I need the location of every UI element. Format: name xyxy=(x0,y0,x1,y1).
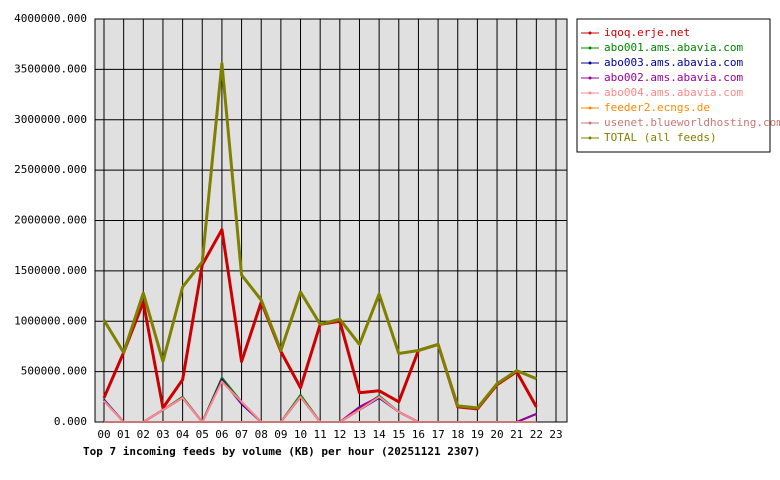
legend-dot xyxy=(588,136,592,140)
legend-box xyxy=(576,18,771,153)
x-tick-label: 00 xyxy=(97,428,110,441)
x-tick-label: 07 xyxy=(235,428,248,441)
legend-label: iqoq.erje.net xyxy=(604,26,690,39)
legend-dot xyxy=(588,46,592,50)
x-tick-label: 14 xyxy=(373,428,387,441)
y-tick-label: 0.000 xyxy=(54,415,87,428)
x-tick-label: 23 xyxy=(549,428,562,441)
x-tick-label: 05 xyxy=(196,428,209,441)
x-tick-label: 18 xyxy=(451,428,464,441)
x-tick-label: 09 xyxy=(274,428,287,441)
series-line xyxy=(102,61,537,410)
legend-label: abo003.ams.abavia.com xyxy=(604,56,743,69)
legend-dot xyxy=(588,31,592,35)
y-tick-label: 2500000.000 xyxy=(14,163,87,176)
x-tick-label: 21 xyxy=(510,428,523,441)
x-tick-label: 04 xyxy=(176,428,190,441)
y-tick-label: 1500000.000 xyxy=(14,264,87,277)
legend-label: abo004.ams.abavia.com xyxy=(604,86,743,99)
y-tick-label: 2000000.000 xyxy=(14,214,87,227)
x-tick-label: 22 xyxy=(530,428,543,441)
x-tick-label: 11 xyxy=(314,428,327,441)
x-tick-label: 15 xyxy=(392,428,405,441)
legend-label: abo002.ams.abavia.com xyxy=(604,71,743,84)
y-tick-label: 4000000.000 xyxy=(14,12,87,25)
legend-dot xyxy=(588,61,592,65)
x-tick-label: 03 xyxy=(156,428,169,441)
x-tick-label: 20 xyxy=(490,428,503,441)
x-tick-label: 01 xyxy=(117,428,130,441)
x-tick-label: 13 xyxy=(353,428,366,441)
legend-label: feeder2.ecngs.de xyxy=(604,101,710,114)
y-tick-label: 500000.000 xyxy=(21,365,87,378)
x-tick-label: 19 xyxy=(471,428,484,441)
legend-dot xyxy=(588,76,592,80)
x-tick-label: 06 xyxy=(215,428,228,441)
x-tick-label: 08 xyxy=(255,428,268,441)
x-tick-label: 12 xyxy=(333,428,346,441)
legend-label: TOTAL (all feeds) xyxy=(604,131,717,144)
chart-title: Top 7 incoming feeds by volume (KB) per … xyxy=(83,445,480,458)
y-tick-label: 3000000.000 xyxy=(14,113,87,126)
legend-label: abo001.ams.abavia.com xyxy=(604,41,743,54)
legend-label: usenet.blueworldhosting.com xyxy=(604,116,780,129)
x-tick-label: 02 xyxy=(137,428,150,441)
y-tick-label: 1000000.000 xyxy=(14,314,87,327)
x-tick-label: 17 xyxy=(431,428,444,441)
y-tick-label: 3500000.000 xyxy=(14,62,87,75)
x-tick-label: 10 xyxy=(294,428,307,441)
legend-dot xyxy=(588,121,592,125)
x-tick-label: 16 xyxy=(412,428,425,441)
legend-dot xyxy=(588,106,592,110)
legend-dot xyxy=(588,91,592,95)
